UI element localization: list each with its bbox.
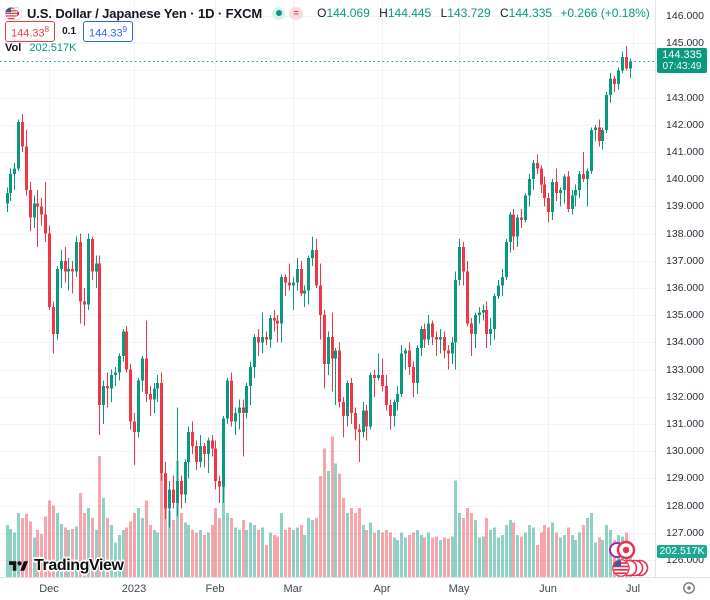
- low-label: L: [440, 6, 448, 20]
- time-tick-label: Mar: [283, 583, 303, 595]
- price-tick-label: 140.000: [666, 173, 704, 186]
- tradingview-logo[interactable]: TradingView: [9, 557, 124, 575]
- last-price-value: 144.335: [662, 49, 702, 62]
- time-tick-label: Jul: [625, 583, 641, 595]
- price-scale[interactable]: 146.000 145.000 143.000 142.000 141.000 140.0…: [655, 0, 710, 577]
- close-label: C: [500, 6, 509, 20]
- open-label: O: [317, 6, 327, 20]
- bid-ask-panel: 144.338 0.1 144.339: [5, 20, 134, 43]
- volume-value: 202.517K: [29, 42, 77, 54]
- time-scale[interactable]: Dec 2023 Feb Mar Apr May Jun Jul: [0, 577, 710, 600]
- price-tick-label: 139.000: [666, 200, 704, 213]
- low-value: 143.729: [447, 6, 491, 20]
- time-tick-label: May: [448, 583, 470, 595]
- spread-value: 0.1: [62, 26, 77, 37]
- price-tick-label: 128.000: [666, 499, 704, 512]
- change-value: +0.266 (+0.18%): [560, 6, 650, 20]
- price-tick-label: 129.000: [666, 472, 704, 485]
- tradingview-logo-text: TradingView: [34, 557, 124, 574]
- volume-label: Vol: [5, 42, 22, 54]
- time-tick-label: Jun: [539, 583, 557, 595]
- price-tick-label: 138.000: [666, 227, 704, 240]
- tradingview-logo-icon: [9, 560, 28, 571]
- price-tick-label: 143.000: [666, 91, 704, 104]
- price-tick-label: 131.000: [666, 418, 704, 430]
- price-tick-label: 134.000: [666, 336, 704, 349]
- time-tick-label: Dec: [39, 583, 59, 595]
- price-tick-label: 136.000: [666, 282, 704, 294]
- price-tick-label: 137.000: [666, 254, 704, 267]
- currency-pair-flag-icon[interactable]: [4, 6, 23, 21]
- economic-event-flags: [608, 537, 654, 584]
- ohlc-readout: O144.069 H144.445 L143.729 C144.335 +0.2…: [317, 6, 650, 20]
- japan-event-flag-icon: [609, 540, 636, 560]
- volume-legend: Vol 202.517K: [5, 42, 76, 54]
- symbol-title[interactable]: U.S. Dollar / Japanese Yen · 1D · FXCM: [27, 5, 263, 21]
- close-value: 144.335: [508, 6, 553, 20]
- chart-legend: U.S. Dollar / Japanese Yen · 1D · FXCM =…: [4, 4, 650, 22]
- gear-icon[interactable]: [681, 580, 697, 596]
- price-tick-label: 141.000: [666, 146, 704, 158]
- price-tick-label: 127.000: [666, 526, 704, 539]
- price-tick-label: 132.000: [666, 390, 704, 403]
- price-tick-label: 146.000: [666, 10, 704, 22]
- open-value: 144.069: [326, 6, 370, 20]
- price-tick-label: 130.000: [666, 445, 704, 458]
- last-price-badge: 144.335 07:43:49: [657, 48, 707, 74]
- time-tick-label: Feb: [205, 583, 225, 595]
- sell-bid-button[interactable]: 144.338: [5, 20, 56, 43]
- price-tick-label: 142.000: [666, 118, 704, 131]
- us-event-flags-icon: [612, 559, 649, 577]
- price-tick-label: 145.000: [666, 37, 704, 50]
- notes-equals-icon[interactable]: =: [289, 6, 304, 20]
- buy-ask-button[interactable]: 144.339: [83, 20, 134, 43]
- volume-axis-badge: 202.517K: [657, 545, 707, 558]
- time-tick-label: 2023: [121, 583, 147, 595]
- price-tick-label: 133.000: [666, 363, 704, 376]
- market-status-dot-icon[interactable]: [272, 6, 286, 20]
- high-label: H: [379, 6, 388, 20]
- price-tick-label: 135.000: [666, 309, 704, 322]
- high-value: 144.445: [387, 6, 432, 20]
- candle-countdown: 07:43:49: [662, 61, 702, 73]
- time-tick-label: Apr: [373, 583, 391, 595]
